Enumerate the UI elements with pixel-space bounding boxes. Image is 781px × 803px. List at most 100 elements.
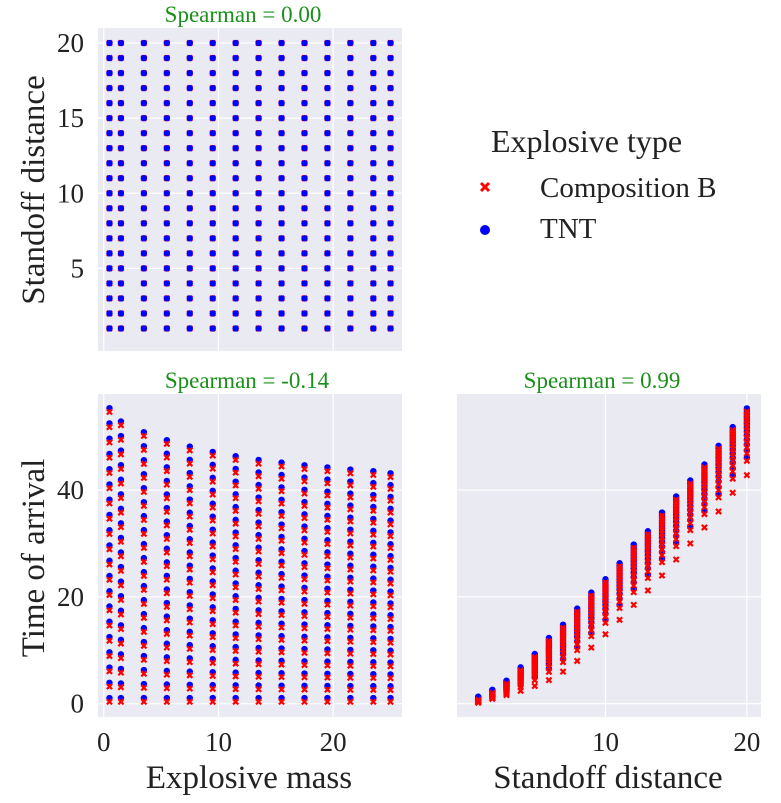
composition-b-point <box>369 495 377 503</box>
tnt-point <box>232 220 239 227</box>
tnt-point <box>347 265 354 272</box>
composition-b-point <box>587 644 595 651</box>
composition-b-point <box>186 526 194 534</box>
tnt-point <box>278 114 285 122</box>
composition-b-point <box>369 698 377 706</box>
composition-b-point <box>369 471 377 479</box>
tnt-point <box>140 129 148 137</box>
tnt-point <box>106 160 113 167</box>
composition-b-point <box>369 602 377 610</box>
composition-b-point <box>163 630 171 638</box>
composition-b-point <box>278 698 285 706</box>
tnt-point <box>117 84 125 92</box>
composition-b-point <box>278 574 285 582</box>
tnt-point <box>278 175 285 182</box>
composition-b-point <box>324 504 331 511</box>
tnt-point <box>232 84 239 92</box>
composition-b-point <box>186 460 194 467</box>
composition-b-point <box>301 575 308 583</box>
composition-b-point <box>117 581 125 589</box>
composition-b-point <box>140 684 148 692</box>
composition-b-point <box>278 500 285 507</box>
composition-b-point <box>644 587 652 594</box>
y-tick-label: 40 <box>57 475 84 505</box>
composition-b-point <box>209 594 217 602</box>
tnt-point <box>324 114 331 122</box>
composition-b-point <box>347 626 354 634</box>
tnt-point <box>347 84 354 92</box>
composition-b-point <box>324 577 331 584</box>
tnt-point <box>232 205 239 212</box>
composition-b-point <box>301 563 308 571</box>
composition-b-point <box>387 674 394 682</box>
tnt-point <box>255 190 262 197</box>
tnt-point <box>209 280 216 287</box>
tnt-point <box>255 265 262 272</box>
composition-b-point <box>301 637 308 644</box>
composition-b-point <box>301 649 308 657</box>
tnt-point <box>370 69 377 77</box>
standoff-distance-y-label: Standoff distance <box>16 75 52 304</box>
tnt-point <box>347 250 354 257</box>
composition-b-point <box>301 502 308 510</box>
composition-b-point <box>387 485 394 493</box>
tnt-point <box>370 160 377 167</box>
tnt-point <box>387 325 394 332</box>
tnt-point <box>117 265 125 272</box>
tnt-point <box>106 144 113 152</box>
composition-b-point <box>106 667 113 675</box>
composition-b-point <box>232 469 240 477</box>
composition-b-point <box>140 530 148 538</box>
composition-b-point <box>347 698 354 706</box>
composition-b-point <box>117 698 125 706</box>
composition-b-point <box>324 564 331 572</box>
composition-b-point <box>140 516 148 524</box>
composition-b-point <box>347 650 354 658</box>
composition-b-point <box>369 638 377 646</box>
composition-b-point <box>278 661 285 668</box>
composition-b-point <box>106 469 113 477</box>
composition-b-point <box>369 531 377 538</box>
composition-b-point <box>232 609 240 617</box>
tnt-point <box>163 84 171 92</box>
tnt-point <box>232 235 239 242</box>
tnt-point <box>301 205 308 212</box>
tnt-point <box>186 235 193 242</box>
tnt-point <box>140 160 148 167</box>
tnt-point <box>387 99 394 107</box>
composition-b-point <box>324 613 331 621</box>
composition-b-point <box>474 696 482 704</box>
composition-b-point <box>209 452 217 460</box>
tnt-point <box>370 54 377 62</box>
composition-b-point <box>278 524 285 532</box>
composition-b-point <box>743 450 751 457</box>
tnt-point <box>301 144 308 152</box>
tnt-point <box>301 280 308 287</box>
composition-b-point <box>743 471 751 479</box>
composition-b-point <box>387 509 394 516</box>
composition-b-point <box>387 556 394 564</box>
composition-b-point <box>347 493 354 501</box>
composition-b-point <box>186 473 194 481</box>
composition-b-point <box>324 625 331 633</box>
composition-b-point <box>106 637 113 645</box>
composition-b-point <box>163 603 171 611</box>
composition-b-point <box>140 558 148 566</box>
tnt-point <box>255 144 262 152</box>
tnt-point <box>232 265 239 272</box>
composition-b-point <box>347 469 354 477</box>
tnt-point <box>232 190 239 197</box>
composition-b-point <box>209 504 217 511</box>
composition-b-point <box>369 650 377 658</box>
composition-b-point <box>387 603 394 611</box>
composition-b-point <box>255 460 262 468</box>
tnt-point <box>163 265 171 272</box>
composition-b-point <box>587 632 595 640</box>
tnt-point <box>255 250 262 257</box>
legend-title: Explosive type <box>491 123 682 159</box>
composition-b-point <box>301 698 308 706</box>
tnt-point <box>232 39 239 47</box>
composition-b-point <box>186 579 194 587</box>
composition-b-point <box>630 582 638 589</box>
panel-top-left-y-ticks: 5 10 15 20 <box>57 28 84 283</box>
